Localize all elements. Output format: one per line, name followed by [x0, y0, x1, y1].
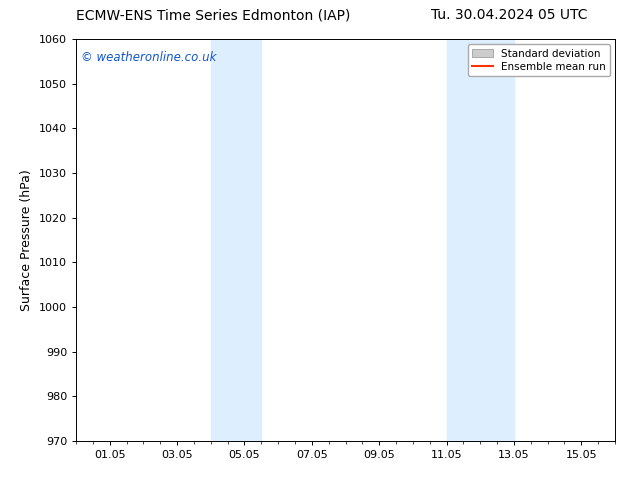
Title: ECMW-ENS Time Series Edmonton (IAP)      Tu. 30.04.2024 05 UTC: ECMW-ENS Time Series Edmonton (IAP) Tu. … [0, 489, 1, 490]
Bar [446, 39, 514, 441]
Text: ECMW-ENS Time Series Edmonton (IAP): ECMW-ENS Time Series Edmonton (IAP) [76, 8, 351, 22]
Bar [210, 39, 261, 441]
Y-axis label: Surface Pressure (hPa): Surface Pressure (hPa) [20, 169, 34, 311]
Text: © weatheronline.co.uk: © weatheronline.co.uk [81, 51, 217, 64]
Legend: Standard deviation, Ensemble mean run: Standard deviation, Ensemble mean run [467, 45, 610, 76]
Text: Tu. 30.04.2024 05 UTC: Tu. 30.04.2024 05 UTC [431, 8, 588, 22]
